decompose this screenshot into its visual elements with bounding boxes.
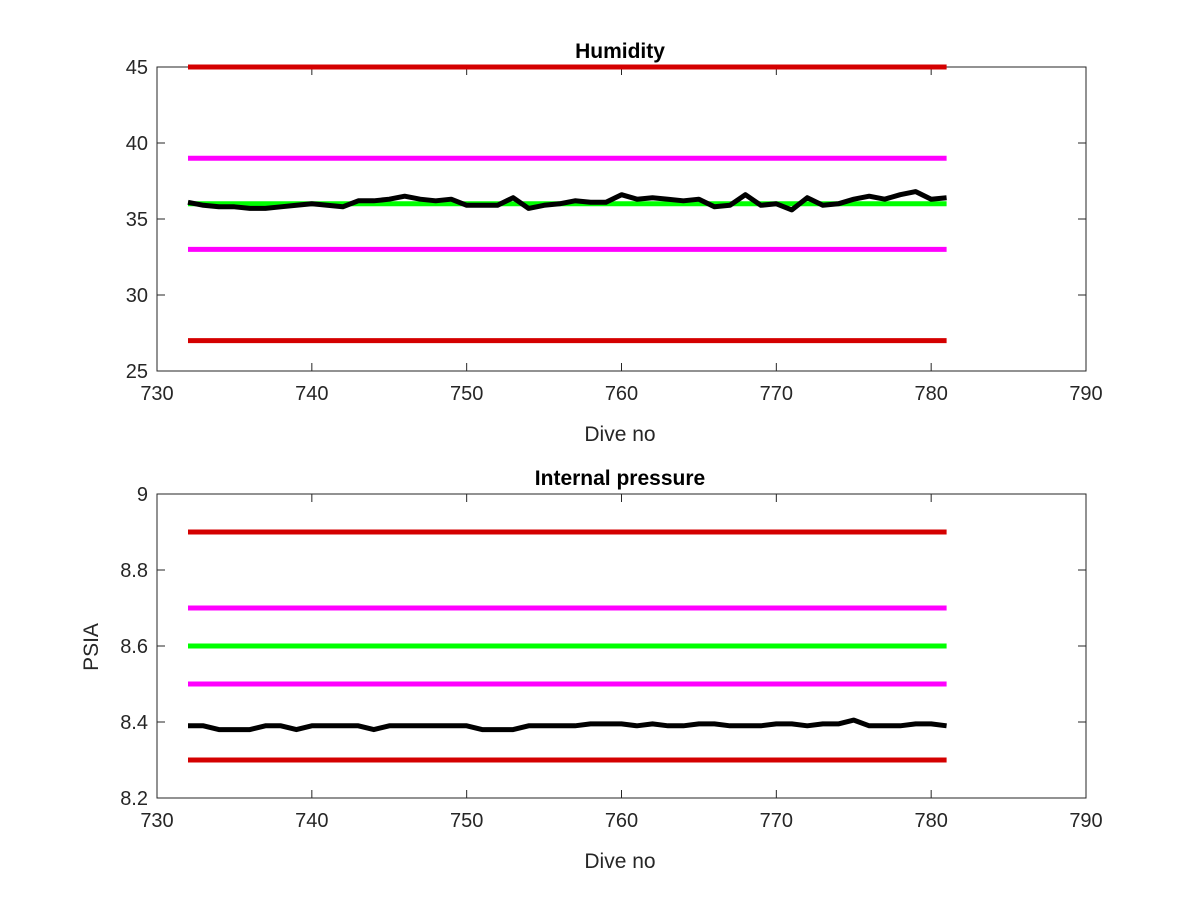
- y-tick-label: 35: [126, 209, 148, 231]
- x-axis-label: Dive no: [584, 850, 655, 873]
- x-tick-label: 730: [140, 810, 173, 832]
- chart-title: Humidity: [575, 40, 665, 63]
- x-tick-label: 750: [450, 810, 483, 832]
- y-tick-label: 25: [126, 361, 148, 383]
- x-tick-label: 730: [140, 383, 173, 405]
- y-tick-label: 45: [126, 57, 148, 79]
- plot-area-frame: [156, 66, 1087, 372]
- x-tick-label: 750: [450, 383, 483, 405]
- y-tick-label: 8.8: [120, 560, 148, 582]
- y-tick-label: 8.4: [120, 712, 148, 734]
- y-axis-label: PSIA: [80, 623, 103, 671]
- measured-series-line: [187, 189, 947, 213]
- x-tick-label: 760: [605, 383, 638, 405]
- measured-series-line: [188, 717, 947, 733]
- y-tick-label: 8.2: [120, 788, 148, 810]
- y-tick-label: 30: [126, 285, 148, 307]
- x-tick-label: 770: [760, 383, 793, 405]
- humidity-subplot: Humidity Dive no 730 740 750 760 770 780 790 25…: [126, 40, 1103, 446]
- x-tick-label: 790: [1069, 810, 1102, 832]
- x-tick-label: 770: [760, 810, 793, 832]
- x-tick-label: 780: [914, 383, 947, 405]
- internal-pressure-subplot: Internal pressure Dive no PSIA 730 740 750…: [80, 467, 1103, 873]
- x-tick-label: 780: [914, 810, 947, 832]
- y-tick-label: 9: [137, 484, 148, 506]
- chart-title: Internal pressure: [535, 467, 705, 490]
- x-tick-label: 790: [1069, 383, 1102, 405]
- x-tick-label: 760: [605, 810, 638, 832]
- y-tick-label: 40: [126, 133, 148, 155]
- x-tick-label: 740: [295, 810, 328, 832]
- x-tick-label: 740: [295, 383, 328, 405]
- x-axis-label: Dive no: [584, 423, 655, 446]
- y-tick-label: 8.6: [120, 636, 148, 658]
